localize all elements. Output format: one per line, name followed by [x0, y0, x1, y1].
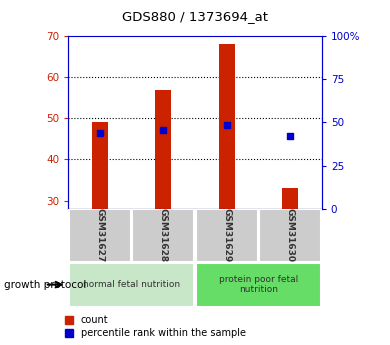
- FancyBboxPatch shape: [196, 263, 321, 307]
- Text: GSM31629: GSM31629: [222, 208, 231, 263]
- Point: [160, 127, 167, 133]
- FancyBboxPatch shape: [259, 209, 321, 262]
- Text: GSM31627: GSM31627: [96, 208, 105, 263]
- Text: GDS880 / 1373694_at: GDS880 / 1373694_at: [122, 10, 268, 23]
- FancyBboxPatch shape: [69, 263, 194, 307]
- Bar: [219, 45, 235, 209]
- FancyBboxPatch shape: [132, 209, 194, 262]
- Text: GSM31630: GSM31630: [285, 208, 294, 263]
- Bar: [92, 122, 108, 209]
- Text: GSM31628: GSM31628: [159, 208, 168, 263]
- FancyBboxPatch shape: [196, 209, 258, 262]
- FancyBboxPatch shape: [69, 209, 131, 262]
- Text: normal fetal nutrition: normal fetal nutrition: [83, 280, 180, 289]
- Bar: [155, 90, 171, 209]
- Point: [223, 122, 230, 128]
- Legend: count, percentile rank within the sample: count, percentile rank within the sample: [65, 315, 246, 338]
- Text: protein poor fetal
nutrition: protein poor fetal nutrition: [219, 275, 298, 294]
- Text: growth protocol: growth protocol: [4, 280, 86, 289]
- Point: [287, 134, 293, 139]
- Point: [97, 130, 103, 136]
- Bar: [282, 188, 298, 209]
